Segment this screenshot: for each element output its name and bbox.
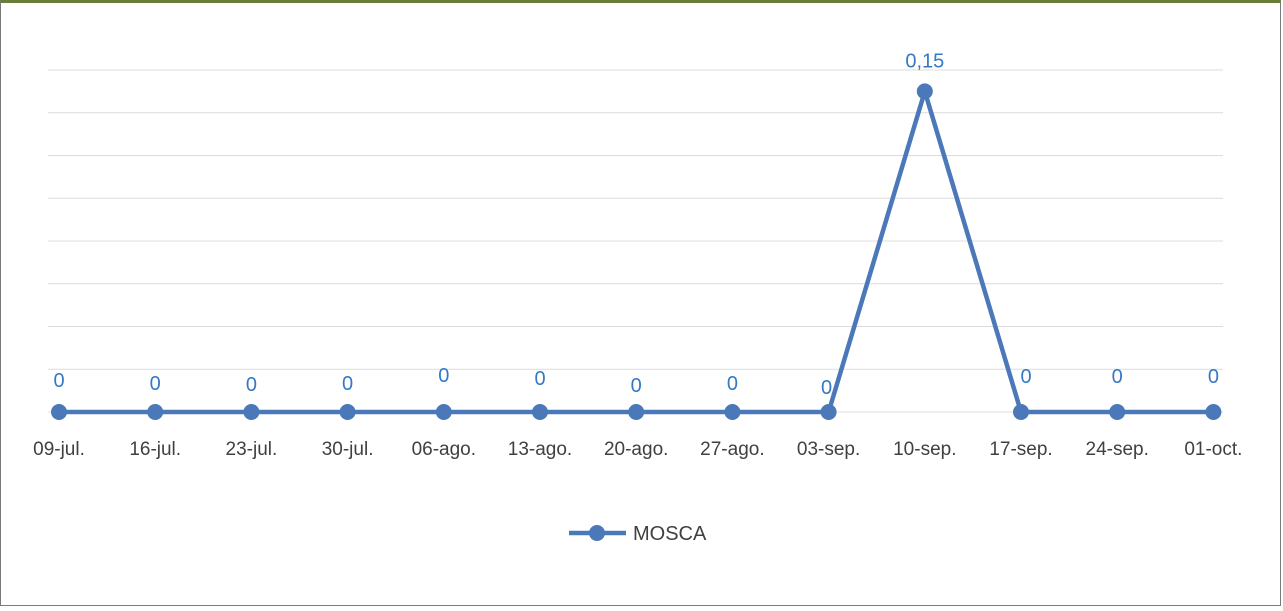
data-point-12[interactable] bbox=[1109, 404, 1126, 420]
x-tick-label-6: 13-ago. bbox=[508, 439, 572, 460]
legend-marker-swatch bbox=[589, 525, 605, 541]
data-point-5[interactable] bbox=[435, 404, 452, 420]
data-label-1: 0 bbox=[53, 370, 64, 392]
data-point-11[interactable] bbox=[1013, 404, 1029, 420]
data-label-13: 0 bbox=[1208, 366, 1219, 388]
data-label-2: 0 bbox=[150, 373, 161, 395]
data-point-6[interactable] bbox=[532, 404, 548, 420]
data-label-10: 0,15 bbox=[905, 50, 944, 72]
data-label-8: 0 bbox=[727, 373, 738, 395]
data-point-7[interactable] bbox=[628, 404, 645, 420]
x-tick-label-10: 10-sep. bbox=[893, 439, 956, 460]
series-line-mosca bbox=[56, 89, 1216, 415]
x-tick-label-4: 30-jul. bbox=[322, 439, 374, 460]
x-tick-label-7: 20-ago. bbox=[604, 439, 668, 460]
x-tick-label-5: 06-ago. bbox=[412, 439, 476, 460]
data-point-3[interactable] bbox=[243, 404, 260, 420]
x-tick-label-1: 09-jul. bbox=[33, 439, 85, 460]
legend-label-mosca: MOSCA bbox=[633, 523, 707, 545]
gridlines bbox=[48, 69, 1223, 413]
line-chart: 0 0 0 0 0 0 0 0 0 0,15 0 0 0 09-jul. 16-jul. 23-jul. 30… bbox=[33, 50, 1242, 545]
x-tick-label-13: 01-oct. bbox=[1184, 439, 1242, 460]
data-point-4[interactable] bbox=[339, 404, 356, 420]
data-label-4: 0 bbox=[342, 373, 353, 395]
data-label-6: 0 bbox=[534, 368, 545, 390]
x-tick-label-8: 27-ago. bbox=[700, 439, 764, 460]
data-label-5: 0 bbox=[438, 365, 449, 387]
data-label-12: 0 bbox=[1112, 366, 1123, 388]
x-tick-label-12: 24-sep. bbox=[1086, 439, 1149, 460]
legend: MOSCA bbox=[569, 523, 707, 545]
data-point-1[interactable] bbox=[51, 404, 67, 420]
data-point-2[interactable] bbox=[147, 404, 164, 420]
data-labels: 0 0 0 0 0 0 0 0 0 0,15 0 0 0 bbox=[53, 50, 1219, 399]
data-point-10[interactable] bbox=[916, 83, 933, 100]
data-label-7: 0 bbox=[631, 375, 642, 397]
x-tick-label-2: 16-jul. bbox=[129, 439, 181, 460]
data-point-8[interactable] bbox=[724, 404, 741, 420]
data-point-9[interactable] bbox=[820, 404, 837, 420]
data-label-3: 0 bbox=[246, 374, 257, 396]
data-point-13[interactable] bbox=[1205, 404, 1222, 420]
data-points bbox=[51, 83, 1222, 420]
data-label-9: 0 bbox=[821, 377, 832, 399]
series-line-group bbox=[56, 89, 1216, 415]
x-tick-label-9: 03-sep. bbox=[797, 439, 860, 460]
x-axis-ticks: 09-jul. 16-jul. 23-jul. 30-jul. 06-ago. 13-ag… bbox=[33, 439, 1242, 460]
x-tick-label-3: 23-jul. bbox=[226, 439, 278, 460]
x-tick-label-11: 17-sep. bbox=[989, 439, 1052, 460]
data-label-11: 0 bbox=[1020, 366, 1031, 388]
